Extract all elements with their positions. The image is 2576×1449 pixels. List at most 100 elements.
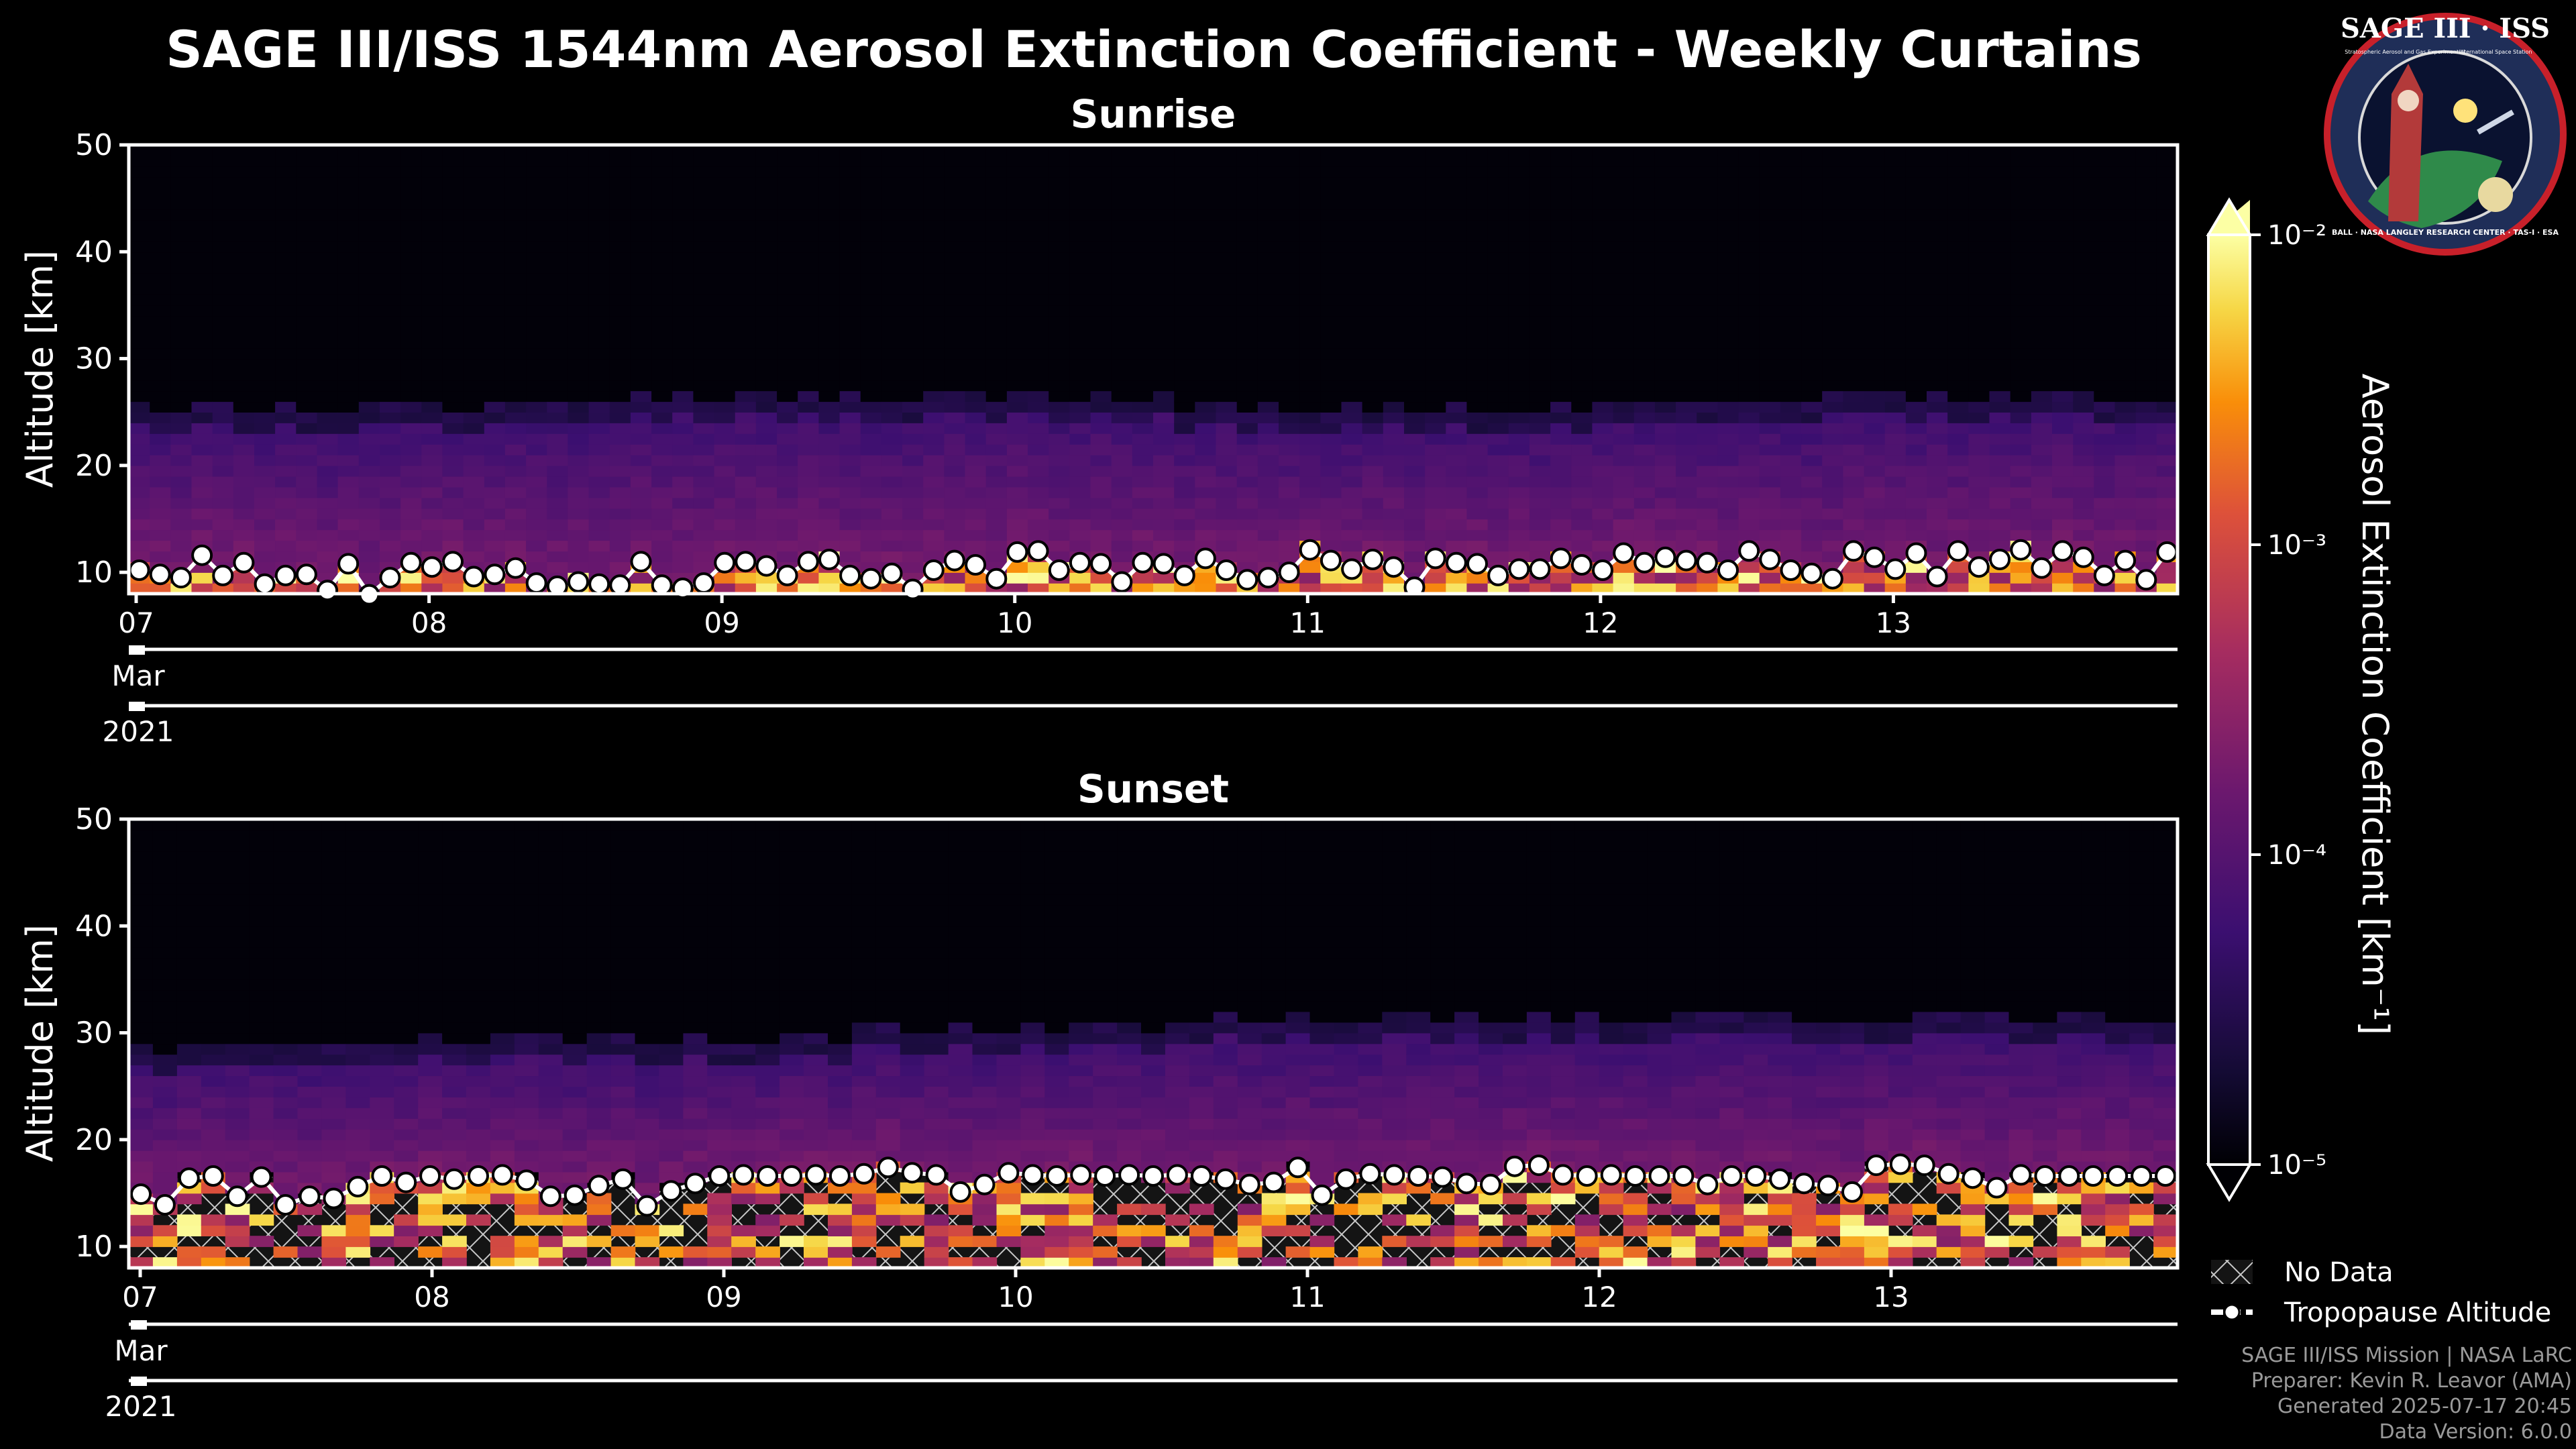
heatmap-cell: [818, 444, 841, 455]
heatmap-cell: [514, 1032, 539, 1044]
heatmap-cell: [337, 252, 360, 263]
heatmap-cell: [1236, 401, 1258, 413]
heatmap-cell: [129, 1065, 154, 1077]
heatmap-cell: [394, 1139, 419, 1151]
heatmap-cell: [1508, 155, 1530, 167]
heatmap-cell: [1633, 454, 1656, 466]
heatmap-cell: [1801, 369, 1823, 381]
heatmap-cell: [1947, 315, 1970, 327]
heatmap-cell: [1383, 444, 1405, 455]
heatmap-cell: [2031, 444, 2053, 455]
heatmap-cell: [526, 145, 548, 156]
heatmap-cell: [777, 166, 799, 178]
heatmap-cell: [358, 454, 380, 466]
heatmap-cell: [1654, 454, 1676, 466]
heatmap-cell: [176, 1054, 202, 1066]
heatmap-cell: [1905, 476, 1927, 488]
heatmap-cell: [463, 209, 485, 221]
heatmap-cell: [965, 230, 987, 242]
heatmap-cell: [442, 1086, 467, 1097]
heatmap-cell: [1425, 326, 1447, 338]
heatmap-cell: [225, 1108, 250, 1119]
heatmap-cell: [514, 1246, 539, 1258]
heatmap-cell: [1927, 540, 1948, 552]
heatmap-cell: [191, 380, 213, 392]
heatmap-cell: [818, 155, 841, 167]
heatmap-cell: [1654, 412, 1676, 423]
heatmap-cell: [609, 476, 631, 488]
heatmap-cell: [297, 1075, 323, 1087]
heatmap-cell: [212, 219, 234, 231]
heatmap-cell: [1717, 252, 1739, 263]
heatmap-cell: [1927, 412, 1948, 423]
heatmap-cell: [714, 476, 736, 488]
heatmap-cell: [630, 380, 652, 392]
heatmap-cell: [1028, 390, 1049, 402]
heatmap-cell: [1927, 155, 1948, 167]
heatmap-cell: [1132, 401, 1154, 413]
heatmap-cell: [345, 851, 371, 863]
heatmap-cell: [2135, 380, 2157, 392]
heatmap-cell: [526, 412, 548, 423]
heatmap-cell: [212, 433, 234, 445]
tropopause-point: [902, 578, 924, 600]
heatmap-cell: [1299, 262, 1322, 274]
heatmap-cell: [881, 252, 903, 263]
heatmap-cell: [442, 529, 464, 541]
heatmap-cell: [1236, 358, 1258, 370]
heatmap-cell: [985, 230, 1008, 242]
heatmap-cell: [254, 230, 276, 242]
heatmap-cell: [1425, 444, 1447, 455]
heatmap-cell: [1550, 497, 1572, 509]
heatmap-cell: [1571, 358, 1593, 370]
heatmap-cell: [1425, 390, 1447, 402]
heatmap-cell: [985, 273, 1008, 284]
heatmap-cell: [1111, 176, 1133, 189]
heatmap-cell: [860, 540, 882, 552]
heatmap-cell: [777, 337, 799, 349]
heatmap-cell: [176, 1086, 202, 1097]
heatmap-cell: [2010, 529, 2032, 541]
heatmap-cell: [1216, 326, 1238, 338]
heatmap-cell: [1049, 358, 1071, 370]
heatmap-cell: [1279, 476, 1300, 488]
heatmap-cell: [1843, 465, 1865, 477]
heatmap-cell: [1508, 476, 1530, 488]
heatmap-cell: [1780, 497, 1802, 509]
heatmap-cell: [514, 1075, 539, 1087]
heatmap-cell: [1487, 540, 1509, 552]
heatmap-cell: [672, 465, 694, 477]
heatmap-cell: [421, 326, 443, 338]
heatmap-cell: [1592, 583, 1614, 594]
heatmap-cell: [693, 294, 715, 306]
heatmap-cell: [547, 454, 569, 466]
heatmap-cell: [1864, 176, 1886, 189]
heatmap-cell: [1697, 380, 1719, 392]
heatmap-cell: [1613, 369, 1635, 381]
heatmap-cell: [466, 819, 491, 830]
heatmap-cell: [1341, 358, 1363, 370]
heatmap-cell: [526, 358, 548, 370]
heatmap-cell: [693, 551, 715, 562]
heatmap-cell: [394, 1150, 419, 1162]
heatmap-cell: [345, 989, 371, 1002]
heatmap-cell: [490, 1128, 515, 1140]
heatmap-cell: [1654, 529, 1676, 541]
heatmap-cell: [345, 1097, 371, 1108]
heatmap-cell: [1864, 326, 1886, 338]
heatmap-cell: [965, 347, 987, 360]
heatmap-cell: [1801, 273, 1823, 284]
heatmap-cell: [418, 819, 443, 830]
heatmap-cell: [170, 305, 193, 317]
heatmap-cell: [2031, 401, 2053, 413]
heatmap-cell: [1738, 583, 1760, 594]
heatmap-cell: [345, 1150, 371, 1162]
heatmap-cell: [651, 423, 674, 434]
tropopause-point: [1780, 559, 1802, 581]
heatmap-cell: [1425, 433, 1447, 445]
heatmap-cell: [1362, 390, 1384, 402]
heatmap-cell: [1717, 390, 1739, 402]
heatmap-cell: [1613, 166, 1635, 178]
heatmap-cell: [1550, 347, 1572, 360]
heatmap-cell: [714, 380, 736, 392]
